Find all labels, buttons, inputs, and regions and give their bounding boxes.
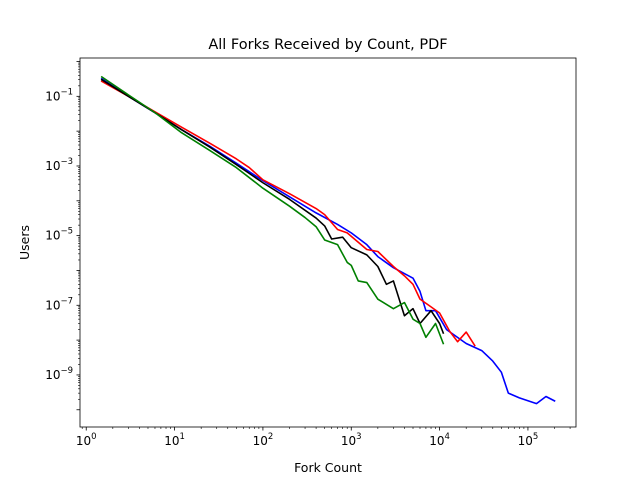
series-line-2 <box>100 80 476 347</box>
chart-title: All Forks Received by Count, PDF <box>208 37 447 53</box>
x-tick-exponent: 4 <box>445 432 450 442</box>
data-series <box>100 75 556 405</box>
y-tick-exponent: −5 <box>60 227 73 237</box>
series-line-3 <box>100 78 445 335</box>
axes-frame <box>79 57 577 428</box>
series-line-1 <box>100 77 556 405</box>
x-axis-label: Fork Count <box>294 460 362 475</box>
x-tick-exponent: 5 <box>533 432 538 442</box>
y-tick-exponent: −1 <box>60 87 73 97</box>
x-tick-exponent: 2 <box>268 432 273 442</box>
x-tick-exponent: 1 <box>180 432 185 442</box>
series-line-4 <box>100 75 445 345</box>
y-tick-exponent: −3 <box>60 157 73 167</box>
x-tick-exponent: 0 <box>91 432 96 442</box>
x-tick-exponent: 3 <box>356 432 361 442</box>
y-tick-exponent: −9 <box>60 366 73 376</box>
y-tick-exponent: −7 <box>60 296 73 306</box>
y-axis-label: Users <box>17 225 32 260</box>
